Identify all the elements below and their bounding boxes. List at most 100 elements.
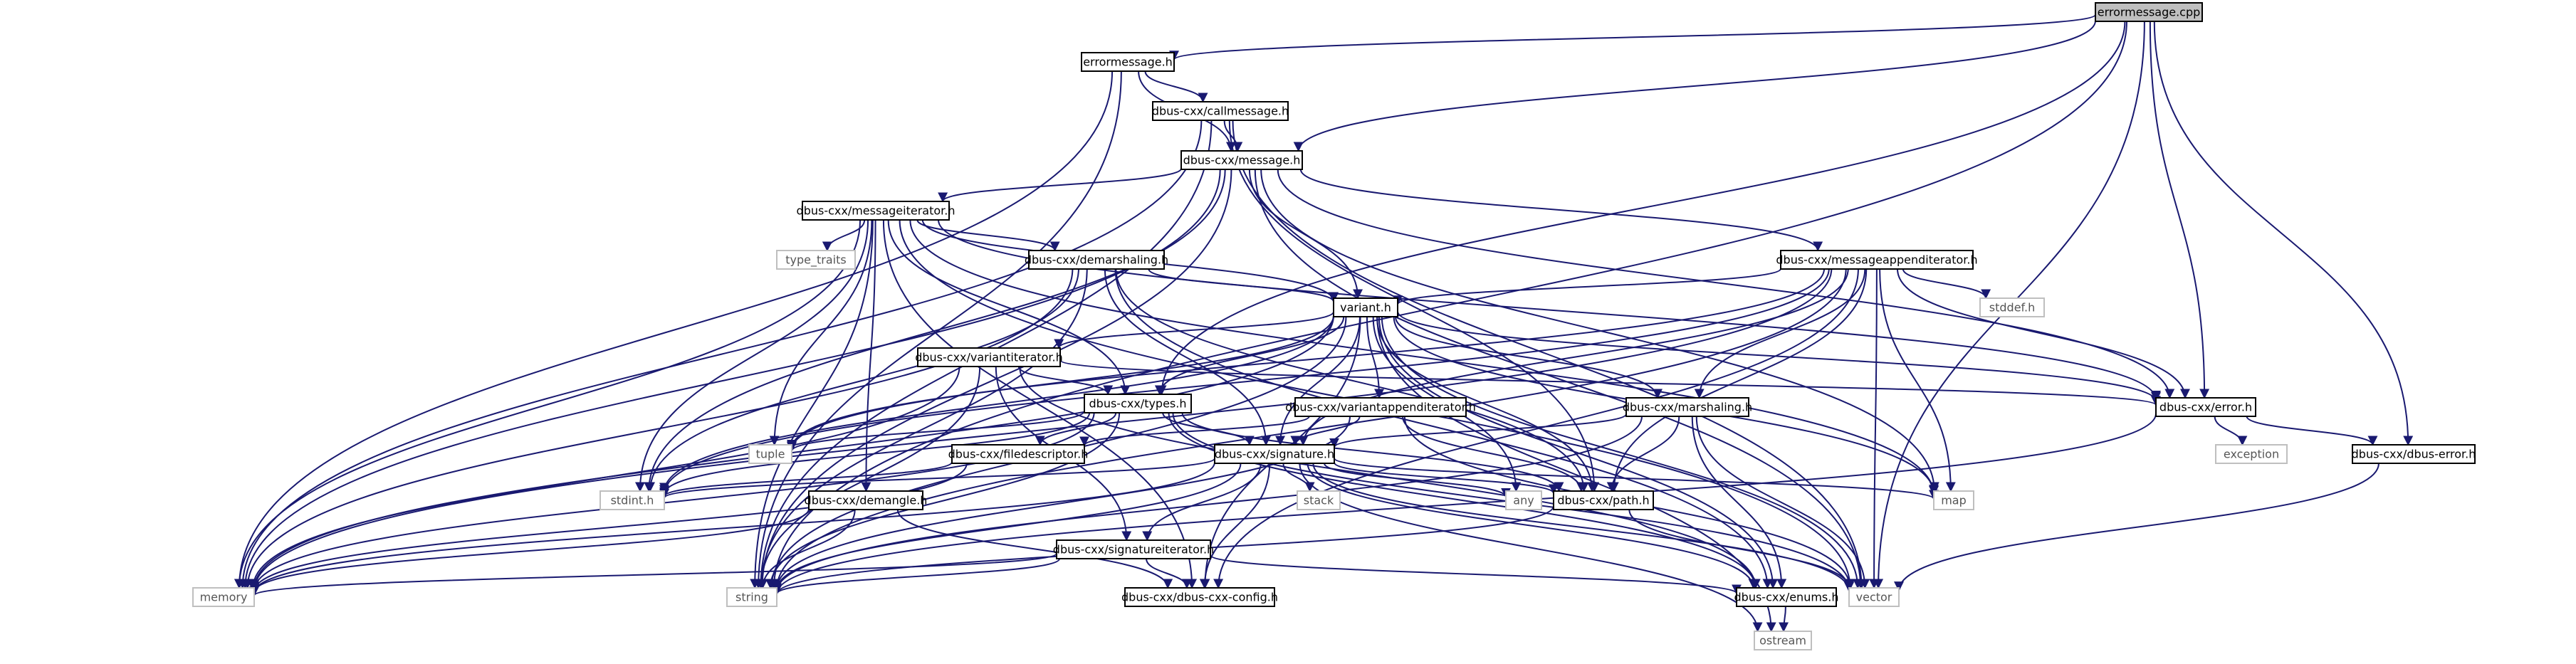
edge-message_h-to-messageappenditerator_h (1299, 169, 1823, 252)
edge-signature_h-to-map (1334, 457, 1939, 500)
node-label: dbus-cxx/variantappenditerator.h (1285, 401, 1476, 414)
edge-variant_h-to-enums_h (1378, 316, 1779, 589)
node-messageiterator-h[interactable]: dbus-cxx/messageiterator.h (797, 201, 955, 221)
node-box (1333, 297, 1398, 317)
edge-messageappenditerator_h-to-error_h (1897, 268, 2190, 399)
node-message-h[interactable]: dbus-cxx/message.h (1180, 150, 1303, 170)
node-label: stdint.h (611, 494, 654, 507)
edge-demarshaling_h-to-stdint_h (645, 268, 1079, 492)
node-box (1084, 394, 1192, 413)
node-box (2155, 397, 2256, 417)
edge-message_h-to-vector (1254, 169, 1866, 589)
node-box (2215, 444, 2288, 464)
edge-variantappenditerator_h-to-filedescriptor_h (1079, 416, 1310, 447)
edge-variant_h-to-path_h (1376, 316, 1597, 492)
node-box (802, 201, 950, 221)
edge-types_h-to-tuple (787, 410, 1085, 453)
edge-filedescriptor_h-to-memory (249, 463, 968, 593)
node-variantappenditerator-h[interactable]: dbus-cxx/variantappenditerator.h (1285, 397, 1476, 417)
edge-message_h-to-stdint_h (644, 169, 1226, 492)
node-box (776, 250, 856, 270)
edge-types_h-to-enums_h (1168, 412, 1761, 589)
edge-errormessage_h-to-memory (234, 70, 1114, 589)
node-path-h[interactable]: dbus-cxx/path.h (1553, 490, 1654, 510)
node-demangle-h[interactable]: dbus-cxx/demangle.h (805, 490, 928, 510)
node-marshaling-h[interactable]: dbus-cxx/marshaling.h (1623, 397, 1752, 417)
node-label: dbus-cxx/types.h (1089, 397, 1187, 411)
node-messageappenditerator-h[interactable]: dbus-cxx/messageappenditerator.h (1776, 250, 1978, 270)
node-enums-h[interactable]: dbus-cxx/enums.h (1734, 587, 1839, 607)
edge-errormessage_cpp-to-error_h (2149, 21, 2210, 399)
node-box (1081, 52, 1175, 72)
node-signature-h[interactable]: dbus-cxx/signature.h (1214, 444, 1335, 464)
edge-messageiterator_h-to-stdint_h (634, 219, 869, 492)
edge-variantiterator_h-to-error_h (1059, 359, 2161, 406)
edge-demangle_h-to-dbus_cxx_config_h (896, 509, 1173, 589)
node-string: string (726, 587, 777, 607)
node-box (951, 444, 1085, 464)
node-filedescriptor-h[interactable]: dbus-cxx/filedescriptor.h (948, 444, 1089, 464)
node-label: dbus-cxx/demarshaling.h (1025, 253, 1168, 267)
edge-signatureiterator_h-to-string (772, 558, 1060, 596)
edge-messageappenditerator_h-to-tuple (787, 268, 1825, 452)
edge-marshaling_h-to-vector (1695, 416, 1870, 589)
edge-messageiterator_h-to-dbus_cxx_config_h (882, 219, 1198, 589)
edge-demarshaling_h-to-signature_h (1104, 268, 1272, 446)
node-box (1180, 150, 1303, 170)
node-label: string (735, 591, 768, 604)
node-variant-h[interactable]: variant.h (1333, 297, 1398, 317)
edge-error_h-to-dbus_error_h (2246, 416, 2378, 446)
edge-demarshaling_h-to-variant_h (1148, 268, 1339, 303)
node-callmessage-h[interactable]: dbus-cxx/callmessage.h (1152, 101, 1289, 121)
node-box (1056, 539, 1211, 559)
edge-error_h-to-exception (2214, 416, 2248, 446)
edge-messageappenditerator_h-to-stdint_h (659, 268, 1830, 495)
edge-error_h-to-string (772, 413, 2157, 595)
node-dbus-cxx-config-h[interactable]: dbus-cxx/dbus-cxx-config.h (1121, 587, 1278, 607)
edge-messageappenditerator_h-to-vector (1869, 268, 1880, 589)
edge-messageappenditerator_h-to-marshaling_h (1694, 268, 1866, 399)
node-box (1124, 587, 1275, 607)
node-label: stack (1304, 494, 1334, 507)
node-any: any (1505, 490, 1542, 510)
node-error-h[interactable]: dbus-cxx/error.h (2155, 397, 2256, 417)
node-errormessage-cpp[interactable]: errormessage.cpp (2095, 2, 2203, 22)
node-box (1553, 490, 1654, 510)
node-label: dbus-cxx/error.h (2159, 401, 2252, 414)
edge-variantiterator_h-to-types_h (1017, 366, 1114, 396)
edge-variantappenditerator_h-to-signature_h (1290, 416, 1361, 446)
node-label: map (1941, 494, 1967, 507)
node-variantiterator-h[interactable]: dbus-cxx/variantiterator.h (915, 347, 1063, 367)
node-signatureiterator-h[interactable]: dbus-cxx/signatureiterator.h (1053, 539, 1214, 559)
node-label: dbus-cxx/dbus-error.h (2352, 448, 2476, 461)
edge-demangle_h-to-memory (249, 508, 810, 594)
edge-signatureiterator_h-to-enums_h (1210, 554, 1742, 595)
edge-demarshaling_h-to-path_h (1115, 268, 1589, 492)
edge-signature_h-to-stack (1282, 463, 1315, 492)
edge-messageiterator_h-to-types_h (887, 219, 1131, 396)
node-demarshaling-h[interactable]: dbus-cxx/demarshaling.h (1025, 250, 1168, 270)
node-box (192, 587, 255, 607)
node-label: any (1513, 494, 1534, 507)
edge-marshaling_h-to-signature_h (1329, 413, 1627, 448)
node-dbus-error-h[interactable]: dbus-cxx/dbus-error.h (2352, 444, 2476, 464)
edge-demangle_h-to-string (758, 509, 856, 589)
edge-variant_h-to-vector (1381, 316, 1863, 589)
node-types-h[interactable]: dbus-cxx/types.h (1084, 394, 1192, 413)
edge-signature_h-to-stdint_h (659, 458, 1215, 500)
node-stddef-h: stddef.h (1979, 297, 2045, 317)
edge-errormessage_cpp-to-types_h (1156, 21, 2126, 396)
edge-variant_h-to-variantiterator_h (1054, 311, 1334, 349)
node-vector: vector (1848, 587, 1900, 607)
node-ostream: ostream (1754, 631, 1812, 650)
node-errormessage-h[interactable]: errormessage.h (1081, 52, 1175, 72)
edge-demarshaling_h-to-string (756, 268, 1088, 589)
node-box (1214, 444, 1335, 464)
node-memory: memory (192, 587, 255, 607)
node-label: dbus-cxx/signatureiterator.h (1053, 543, 1214, 557)
edge-enums_h-to-ostream (1779, 606, 1789, 633)
edge-errormessage_cpp-to-errormessage_h (1169, 14, 2096, 61)
edge-messageiterator_h-to-memory (234, 219, 862, 589)
node-label: dbus-cxx/filedescriptor.h (948, 448, 1089, 461)
edge-message_h-to-memory (240, 169, 1221, 589)
